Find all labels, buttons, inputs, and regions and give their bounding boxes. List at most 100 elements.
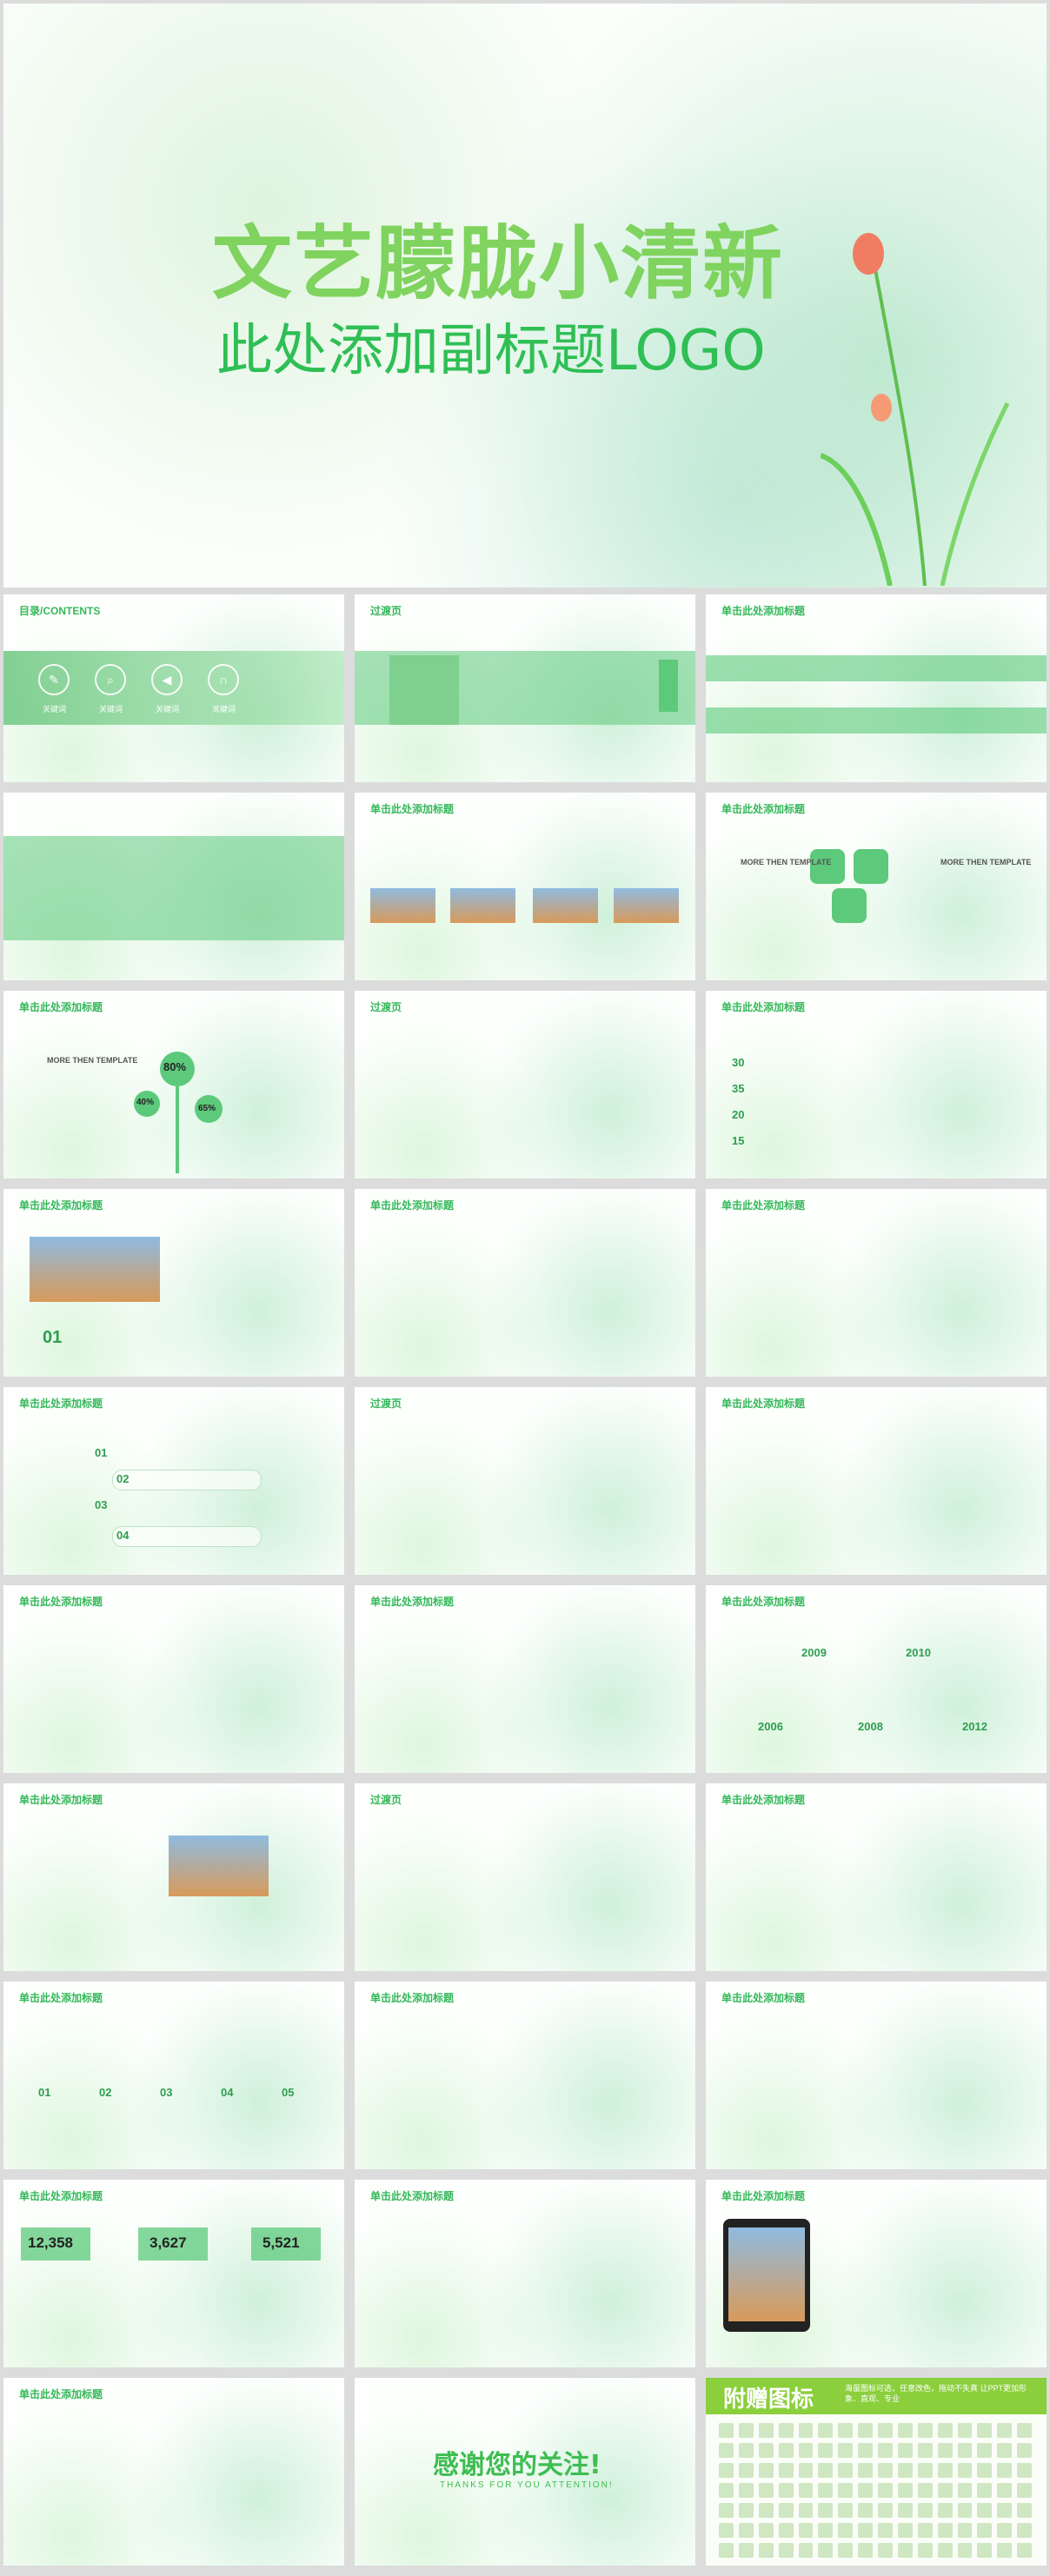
- icon-tile: [897, 2503, 913, 2518]
- icon-tile: [897, 2423, 913, 2438]
- value: 15: [732, 1134, 745, 1147]
- green-band: [706, 707, 1047, 734]
- icon-tile: [838, 2503, 854, 2518]
- icon-tile: [957, 2423, 973, 2438]
- hex: [810, 849, 845, 884]
- icon-tile: [1017, 2463, 1032, 2478]
- slide-globe[interactable]: 单击此处添加标题: [355, 1585, 695, 1773]
- slide-title: 目录/CONTENTS: [19, 605, 101, 617]
- icon-tile: [977, 2463, 993, 2478]
- slide-transition[interactable]: 过渡页: [355, 991, 695, 1178]
- icon-tile: [997, 2423, 1013, 2438]
- icon-tile: [957, 2463, 973, 2478]
- slide-city-photo[interactable]: 单击此处添加标题 01: [3, 1189, 344, 1377]
- slide-photos[interactable]: 单击此处添加标题: [355, 793, 695, 980]
- icon-tile: [937, 2483, 953, 2498]
- slide-percent-list[interactable]: 单击此处添加标题 30 35 20 15: [706, 991, 1047, 1178]
- icon-tile: [758, 2483, 774, 2498]
- slide-bonus-icons[interactable]: 附赠图标 海量图标可选，任意改色，拖动不失真 让PPT更加形象、直观、专业: [706, 2378, 1047, 2566]
- search-icon: ⌕: [95, 664, 126, 695]
- icon-tile: [858, 2463, 873, 2478]
- slide-note: 海量图标可选，任意改色，拖动不失真 让PPT更加形象、直观、专业: [845, 2384, 1027, 2403]
- stat-value: 12,358: [28, 2234, 73, 2251]
- icon-tile: [798, 2423, 814, 2438]
- icon-tile: [997, 2503, 1013, 2518]
- icon-grid: [719, 2423, 1032, 2558]
- icon-tile: [878, 2523, 893, 2538]
- slide-timeline[interactable]: 单击此处添加标题 2009 2010 2006 2008 2012: [706, 1585, 1047, 1773]
- slide-contents[interactable]: 目录/CONTENTS ✎ ⌕ ◀ ∩ 关键词 关键词 关键词 关键词: [3, 594, 344, 782]
- icon-tile: [1017, 2503, 1032, 2518]
- label: 关键词: [156, 705, 180, 714]
- photo: [614, 888, 679, 923]
- slide-circle-diagram[interactable]: [3, 793, 344, 980]
- slide-transition[interactable]: 过渡页: [355, 1387, 695, 1575]
- slide-shapes[interactable]: 单击此处添加标题: [355, 1982, 695, 2169]
- slide-hexagons[interactable]: 单击此处添加标题 MORE THEN TEMPLATE MORE THEN TE…: [706, 793, 1047, 980]
- label: MORE THEN TEMPLATE: [741, 858, 832, 866]
- icon-tile: [1017, 2443, 1032, 2458]
- icon-tile: [858, 2483, 873, 2498]
- slide-title: 单击此处添加标题: [721, 605, 806, 617]
- slide-steps[interactable]: 单击此处添加标题 01 02 03 04: [3, 1387, 344, 1575]
- icon-tile: [977, 2523, 993, 2538]
- hero-subtitle: 此处添加副标题LOGO: [216, 319, 766, 383]
- slide-title: 单击此处添加标题: [721, 1199, 806, 1212]
- icon-tile: [738, 2503, 754, 2518]
- slide-icons-band[interactable]: 单击此处添加标题: [706, 594, 1047, 782]
- slide-icon-list[interactable]: 单击此处添加标题: [706, 1982, 1047, 2169]
- slide-cycle[interactable]: 单击此处添加标题: [3, 2378, 344, 2566]
- icon-tile: [778, 2503, 794, 2518]
- slide-transition[interactable]: 过渡页: [355, 1783, 695, 1971]
- slide-title: 单击此处添加标题: [370, 2190, 455, 2202]
- icon-tile: [758, 2423, 774, 2438]
- icon-tile: [897, 2543, 913, 2558]
- slide-circle-photos[interactable]: 单击此处添加标题: [706, 1387, 1047, 1575]
- icon-tile: [917, 2503, 933, 2518]
- slide-connector[interactable]: 单击此处添加标题: [355, 1189, 695, 1377]
- slide-transition[interactable]: 过渡页: [355, 594, 695, 782]
- slide-title: 过渡页: [370, 1398, 402, 1410]
- icon-tile: [917, 2463, 933, 2478]
- icon-tile: [937, 2503, 953, 2518]
- stat-value: 3,627: [150, 2234, 187, 2251]
- icon-tile: [1017, 2523, 1032, 2538]
- icon-tile: [957, 2483, 973, 2498]
- year: 2010: [906, 1646, 931, 1659]
- slide-title: 单击此处添加标题: [19, 2388, 103, 2400]
- leaf: [160, 1052, 195, 1086]
- slide-collage[interactable]: 单击此处添加标题: [3, 1783, 344, 1971]
- slide-stats[interactable]: 单击此处添加标题 12,358 3,627 5,521: [3, 2180, 344, 2367]
- icon-tile: [798, 2523, 814, 2538]
- accent-bar: [659, 660, 678, 712]
- icon-tile: [1017, 2423, 1032, 2438]
- photo: [533, 888, 598, 923]
- icon-tile: [818, 2483, 834, 2498]
- icon-tile: [977, 2443, 993, 2458]
- slide-wave[interactable]: 单击此处添加标题: [355, 2180, 695, 2367]
- slide-stairs[interactable]: 单击此处添加标题: [706, 1189, 1047, 1377]
- icon-tile: [758, 2503, 774, 2518]
- icon-tile: [937, 2443, 953, 2458]
- icon-tile: [719, 2443, 734, 2458]
- slide-thanks[interactable]: 感谢您的关注! THANKS FOR YOU ATTENTION!: [355, 2378, 695, 2566]
- icon-tile: [818, 2463, 834, 2478]
- slide-icon-board[interactable]: 单击此处添加标题: [706, 1783, 1047, 1971]
- hex: [854, 849, 888, 884]
- leaf: [134, 1091, 160, 1117]
- thanks-title: 感谢您的关注!: [433, 2450, 601, 2480]
- leaf: [195, 1095, 223, 1123]
- slide-arrows[interactable]: 单击此处添加标题: [3, 1585, 344, 1773]
- hero-slide[interactable]: 文艺朦胧小清新 此处添加副标题LOGO: [3, 3, 1047, 588]
- icon-tile: [798, 2463, 814, 2478]
- icon-tile: [738, 2483, 754, 2498]
- step-num: 03: [95, 1498, 108, 1511]
- icon-tile: [758, 2443, 774, 2458]
- icon-tile: [798, 2443, 814, 2458]
- step-pill: [112, 1526, 262, 1547]
- step-num: 04: [116, 1529, 130, 1542]
- slide-tree[interactable]: 单击此处添加标题 80% 40% 65% MORE THEN TEMPLATE: [3, 991, 344, 1178]
- icon-tile: [738, 2443, 754, 2458]
- slide-five-points[interactable]: 单击此处添加标题 01 02 03 04 05: [3, 1982, 344, 2169]
- slide-tablet[interactable]: 单击此处添加标题: [706, 2180, 1047, 2367]
